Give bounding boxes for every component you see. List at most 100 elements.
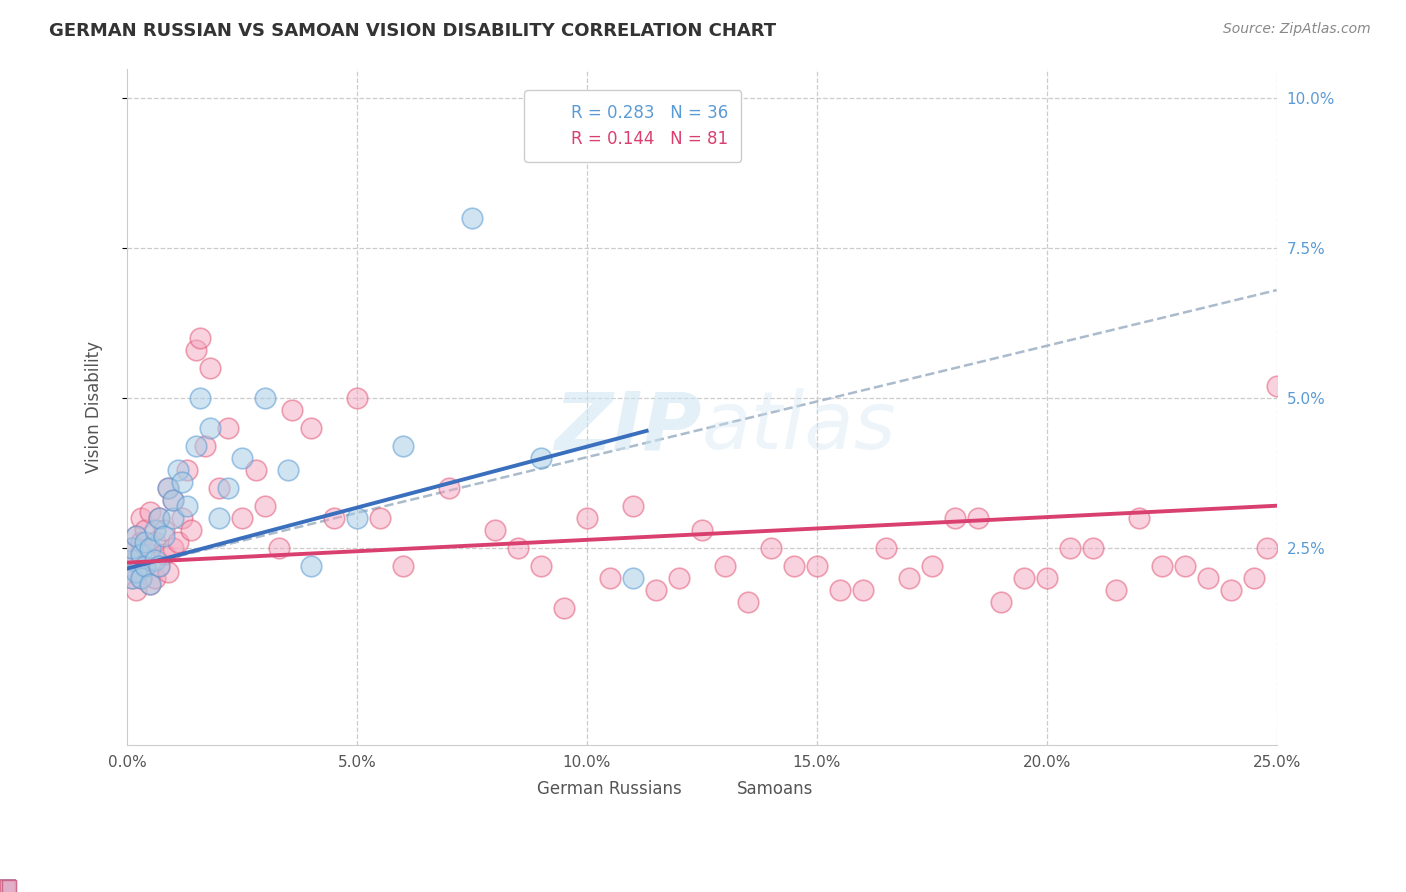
- Point: [461, 211, 484, 226]
- Point: [125, 552, 148, 566]
- Point: [713, 558, 735, 573]
- Point: [129, 510, 152, 524]
- Point: [198, 421, 221, 435]
- Point: [121, 541, 143, 555]
- Point: [621, 499, 644, 513]
- Point: [1243, 571, 1265, 585]
- Point: [484, 523, 506, 537]
- Point: [180, 523, 202, 537]
- Point: [231, 510, 253, 524]
- Text: atlas: atlas: [702, 388, 897, 467]
- Point: [125, 529, 148, 543]
- Point: [217, 481, 239, 495]
- Point: [506, 541, 529, 555]
- Point: [148, 558, 170, 573]
- Point: [176, 499, 198, 513]
- Point: [966, 510, 988, 524]
- Point: [157, 565, 180, 579]
- Point: [157, 481, 180, 495]
- Point: [134, 558, 156, 573]
- Point: [1035, 571, 1057, 585]
- Point: [281, 403, 304, 417]
- Point: [129, 547, 152, 561]
- Point: [1081, 541, 1104, 555]
- Point: [828, 582, 851, 597]
- Point: [1150, 558, 1173, 573]
- Point: [621, 571, 644, 585]
- Point: [139, 541, 162, 555]
- Point: [644, 582, 666, 597]
- Point: [299, 558, 322, 573]
- Point: [553, 600, 575, 615]
- Point: [143, 534, 166, 549]
- Point: [190, 331, 212, 345]
- Point: [125, 529, 148, 543]
- Point: [392, 558, 415, 573]
- Point: [157, 481, 180, 495]
- Point: [346, 510, 368, 524]
- Point: [125, 565, 148, 579]
- Text: GERMAN RUSSIAN VS SAMOAN VISION DISABILITY CORRELATION CHART: GERMAN RUSSIAN VS SAMOAN VISION DISABILI…: [49, 22, 776, 40]
- Point: [1128, 510, 1150, 524]
- Point: [152, 547, 174, 561]
- Point: [1105, 582, 1128, 597]
- Point: [1256, 541, 1278, 555]
- Point: [1265, 379, 1288, 393]
- Point: [368, 510, 391, 524]
- Point: [172, 510, 194, 524]
- Point: [152, 529, 174, 543]
- Point: [129, 534, 152, 549]
- Point: [392, 439, 415, 453]
- Point: [990, 594, 1012, 608]
- Point: [1219, 582, 1241, 597]
- Point: [759, 541, 782, 555]
- Point: [166, 534, 188, 549]
- Point: [346, 391, 368, 405]
- Point: [530, 450, 553, 465]
- Legend: German Russians, Samoans: German Russians, Samoans: [492, 773, 820, 805]
- Point: [176, 463, 198, 477]
- Point: [198, 361, 221, 376]
- Point: [121, 552, 143, 566]
- Point: [253, 391, 276, 405]
- Point: [129, 571, 152, 585]
- Text: Source: ZipAtlas.com: Source: ZipAtlas.com: [1223, 22, 1371, 37]
- Point: [152, 523, 174, 537]
- Point: [184, 343, 207, 357]
- Point: [277, 463, 299, 477]
- Point: [172, 475, 194, 489]
- Point: [921, 558, 943, 573]
- Point: [253, 499, 276, 513]
- Point: [1174, 558, 1197, 573]
- Point: [184, 439, 207, 453]
- Point: [194, 439, 217, 453]
- Point: [208, 481, 231, 495]
- Point: [143, 552, 166, 566]
- Point: [162, 492, 184, 507]
- Point: [267, 541, 290, 555]
- Point: [806, 558, 828, 573]
- Point: [166, 463, 188, 477]
- Point: [148, 510, 170, 524]
- Point: [245, 463, 267, 477]
- Point: [217, 421, 239, 435]
- Point: [690, 523, 713, 537]
- Point: [737, 594, 759, 608]
- Point: [134, 558, 156, 573]
- Point: [231, 450, 253, 465]
- Point: [599, 571, 621, 585]
- Point: [299, 421, 322, 435]
- Point: [162, 510, 184, 524]
- Point: [121, 558, 143, 573]
- Point: [190, 391, 212, 405]
- Point: [208, 510, 231, 524]
- Point: [437, 481, 460, 495]
- Point: [162, 492, 184, 507]
- Point: [852, 582, 875, 597]
- Point: [162, 541, 184, 555]
- Point: [148, 510, 170, 524]
- Point: [143, 523, 166, 537]
- Point: [897, 571, 920, 585]
- Text: ZIP: ZIP: [554, 388, 702, 467]
- Point: [322, 510, 344, 524]
